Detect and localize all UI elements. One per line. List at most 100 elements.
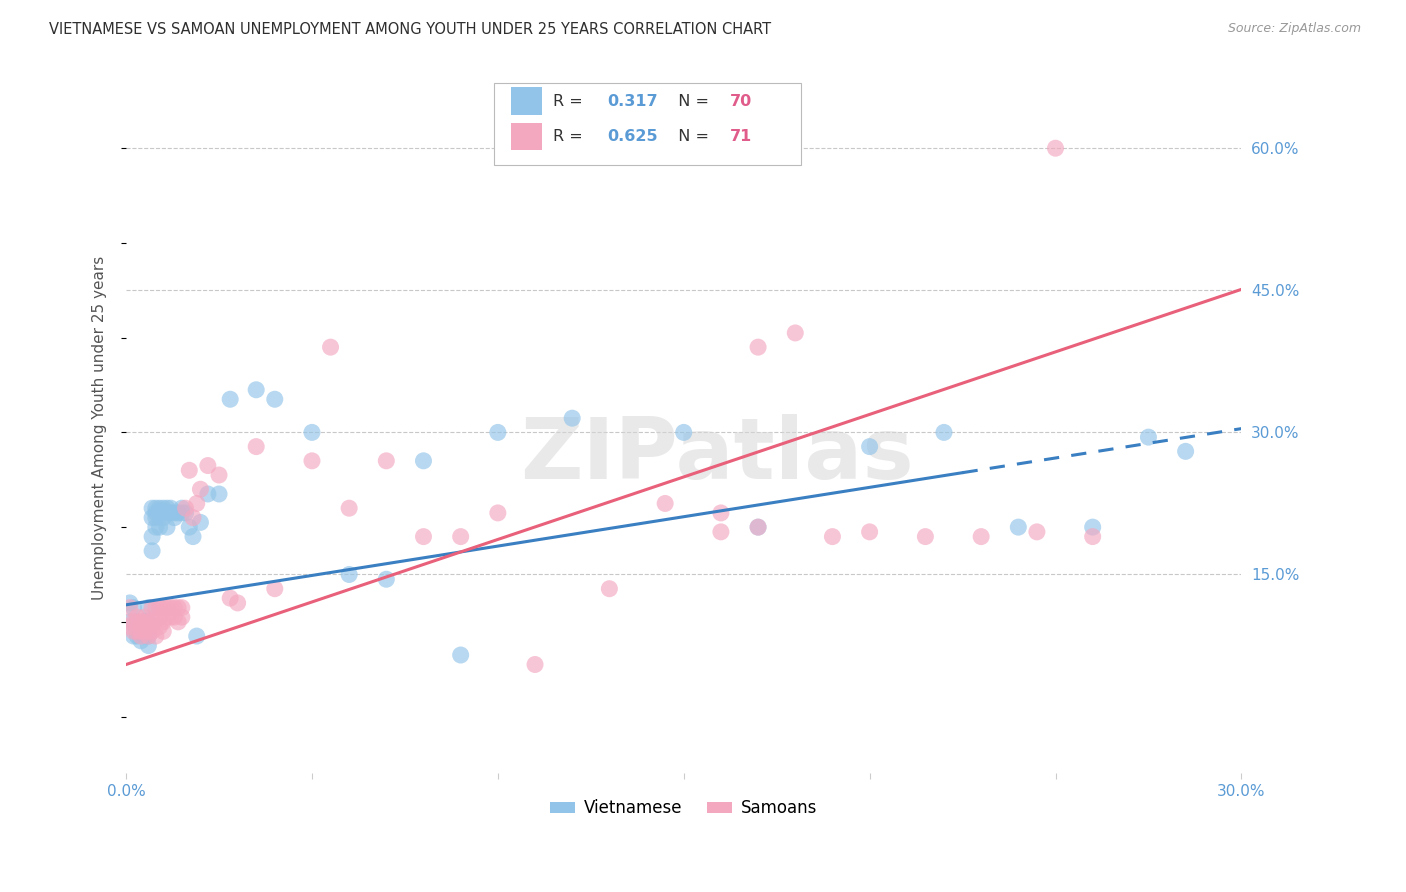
Point: [145, 510, 167, 524]
Point: [148, 520, 170, 534]
Point: [148, 506, 170, 520]
Point: [163, 610, 186, 624]
Point: [859, 524, 882, 539]
FancyBboxPatch shape: [494, 83, 801, 165]
Point: [129, 629, 152, 643]
Point: [145, 615, 167, 629]
Text: 71: 71: [730, 128, 752, 144]
Text: N =: N =: [668, 94, 714, 109]
Point: [129, 615, 152, 629]
Point: [186, 496, 208, 510]
Point: [197, 487, 219, 501]
Point: [170, 600, 193, 615]
Point: [181, 530, 204, 544]
Point: [134, 629, 156, 643]
Point: [375, 454, 398, 468]
Point: [159, 600, 181, 615]
Point: [148, 610, 170, 624]
Point: [785, 326, 807, 340]
Point: [524, 657, 547, 672]
Point: [747, 520, 769, 534]
Point: [170, 610, 193, 624]
FancyBboxPatch shape: [510, 87, 543, 115]
Text: R =: R =: [553, 94, 588, 109]
Point: [319, 340, 342, 354]
Point: [141, 544, 163, 558]
Point: [134, 615, 156, 629]
Text: 70: 70: [730, 94, 752, 109]
Point: [134, 624, 156, 639]
Point: [148, 619, 170, 633]
Point: [141, 501, 163, 516]
Point: [654, 496, 676, 510]
Point: [145, 501, 167, 516]
Point: [156, 610, 179, 624]
Point: [141, 615, 163, 629]
Point: [138, 615, 160, 629]
Point: [190, 482, 212, 496]
Point: [145, 629, 167, 643]
Point: [219, 591, 242, 606]
Point: [598, 582, 620, 596]
Point: [226, 596, 249, 610]
Legend: Vietnamese, Samoans: Vietnamese, Samoans: [544, 793, 824, 824]
Point: [127, 624, 149, 639]
Point: [1007, 520, 1029, 534]
Point: [129, 615, 152, 629]
Point: [747, 340, 769, 354]
Point: [932, 425, 955, 440]
Point: [141, 510, 163, 524]
Point: [138, 615, 160, 629]
Point: [159, 610, 181, 624]
Text: Source: ZipAtlas.com: Source: ZipAtlas.com: [1227, 22, 1361, 36]
Point: [821, 530, 844, 544]
FancyBboxPatch shape: [510, 122, 543, 150]
Point: [208, 468, 231, 483]
Point: [152, 501, 174, 516]
Point: [301, 425, 323, 440]
Text: ZIPatlas: ZIPatlas: [520, 414, 914, 497]
Point: [163, 510, 186, 524]
Point: [710, 524, 733, 539]
Point: [159, 501, 181, 516]
Point: [129, 619, 152, 633]
Point: [138, 629, 160, 643]
Point: [301, 454, 323, 468]
Point: [486, 506, 509, 520]
Point: [127, 615, 149, 629]
Point: [450, 648, 472, 662]
Point: [167, 615, 190, 629]
Point: [337, 567, 360, 582]
Point: [245, 440, 267, 454]
Point: [859, 440, 882, 454]
Point: [190, 516, 212, 530]
Point: [127, 624, 149, 639]
Point: [1081, 530, 1104, 544]
Point: [129, 624, 152, 639]
Point: [138, 629, 160, 643]
Point: [148, 600, 170, 615]
Point: [167, 506, 190, 520]
Point: [1174, 444, 1197, 458]
Point: [561, 411, 583, 425]
Point: [134, 610, 156, 624]
Point: [186, 629, 208, 643]
Point: [197, 458, 219, 473]
Point: [412, 454, 434, 468]
Point: [1045, 141, 1067, 155]
Point: [129, 633, 152, 648]
Point: [486, 425, 509, 440]
Point: [375, 572, 398, 586]
Point: [122, 624, 145, 639]
Point: [145, 506, 167, 520]
Point: [914, 530, 936, 544]
Point: [134, 615, 156, 629]
Point: [412, 530, 434, 544]
Point: [179, 463, 201, 477]
Text: 0.317: 0.317: [607, 94, 658, 109]
Text: 0.625: 0.625: [607, 128, 658, 144]
Point: [159, 506, 181, 520]
Point: [152, 624, 174, 639]
Point: [138, 639, 160, 653]
Point: [118, 615, 141, 629]
